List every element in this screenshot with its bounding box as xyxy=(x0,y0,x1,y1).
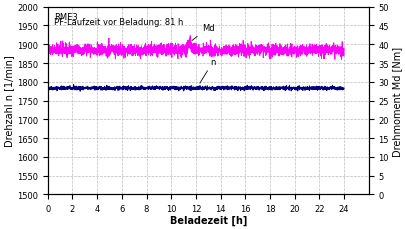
X-axis label: Beladezeit [h]: Beladezeit [h] xyxy=(169,215,246,225)
Text: n: n xyxy=(199,57,215,84)
Text: Md: Md xyxy=(192,24,214,41)
Text: RME3: RME3 xyxy=(54,13,77,22)
Y-axis label: Drehzahl n [1/min]: Drehzahl n [1/min] xyxy=(4,55,14,147)
Text: PF-Laufzeit vor Beladung: 81 h: PF-Laufzeit vor Beladung: 81 h xyxy=(54,18,183,27)
Y-axis label: Drehmoment Md [Nm]: Drehmoment Md [Nm] xyxy=(391,46,401,156)
